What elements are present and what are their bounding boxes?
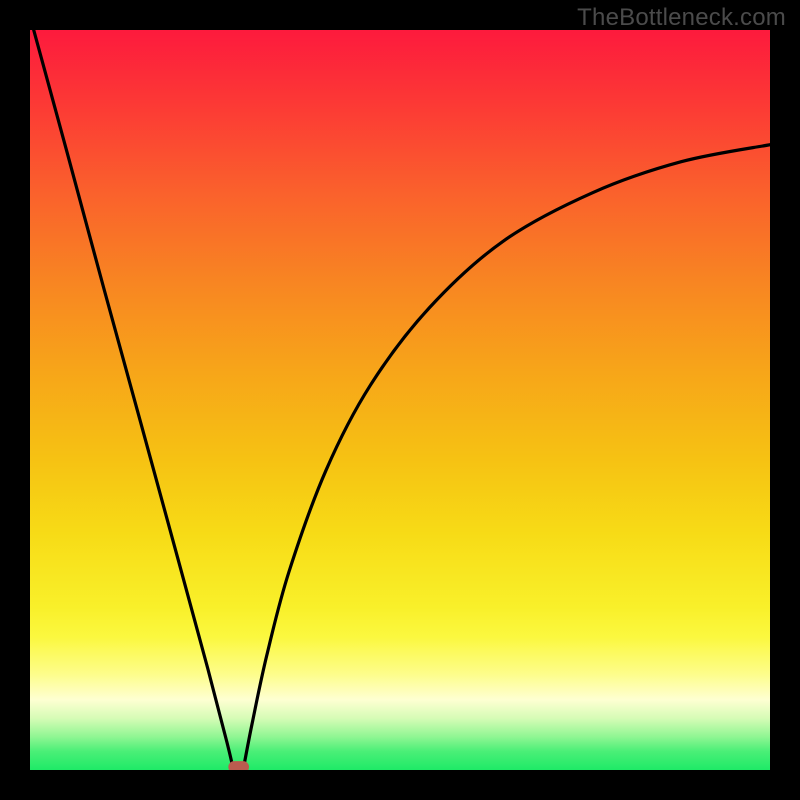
bottleneck-chart <box>0 0 800 800</box>
chart-background <box>30 30 770 770</box>
watermark-label: TheBottleneck.com <box>577 4 786 32</box>
